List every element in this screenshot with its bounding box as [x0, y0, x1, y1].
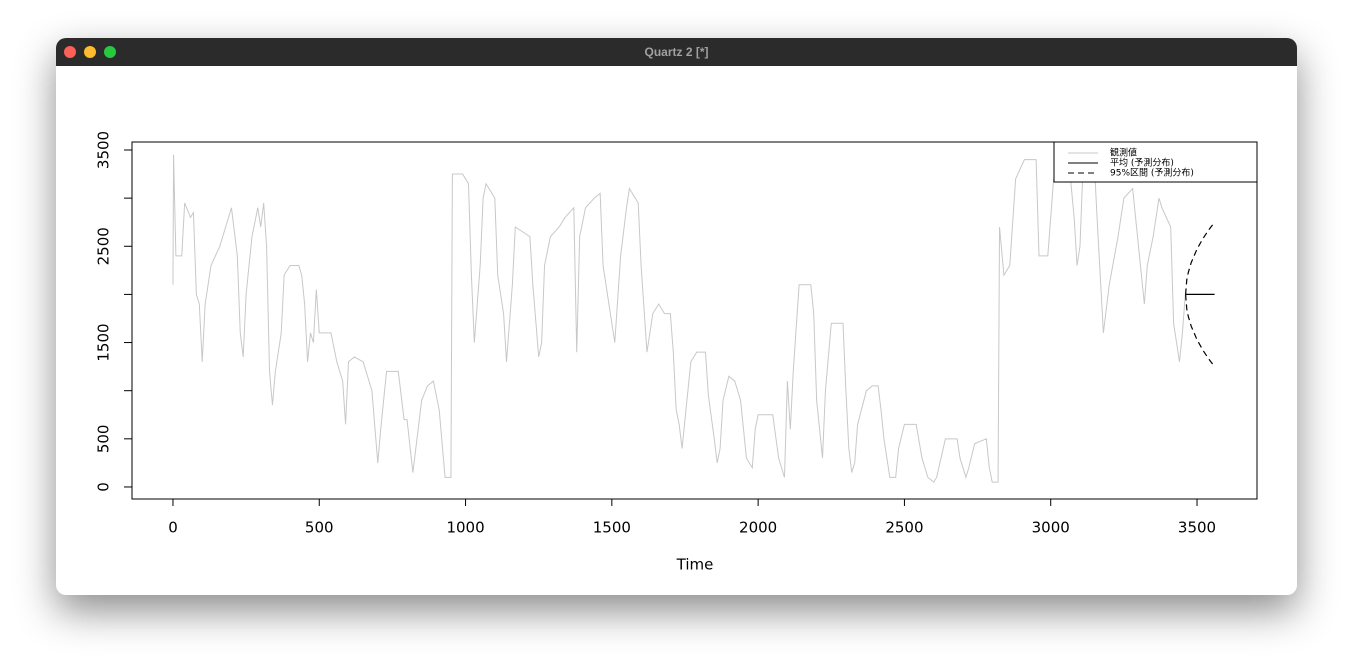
x-tick-label: 1000	[446, 519, 484, 537]
x-tick-label: 2500	[885, 519, 923, 537]
x-tick-label: 3500	[1178, 519, 1216, 537]
y-tick-label: 0	[95, 482, 113, 492]
zoom-button[interactable]	[104, 46, 116, 58]
legend-box	[1053, 141, 1258, 183]
window-title: Quartz 2 [*]	[644, 45, 709, 59]
plot-frame	[131, 141, 1258, 500]
series-line	[1185, 294, 1216, 367]
x-tick-label: 2000	[739, 519, 777, 537]
series-line	[172, 154, 1186, 483]
x-axis-label: Time	[676, 556, 714, 574]
y-tick-label: 2500	[95, 227, 113, 265]
legend-label: 95%区間 (予測分布)	[1110, 167, 1194, 179]
y-tick-label: 1500	[95, 323, 113, 361]
x-tick-label: 1500	[593, 519, 631, 537]
x-tick-label: 3000	[1032, 519, 1070, 537]
x-tick-label: 0	[168, 519, 178, 537]
legend-label: 平均 (予測分布)	[1110, 157, 1174, 169]
window: Quartz 2 [*]	[56, 38, 1297, 595]
close-button[interactable]	[64, 46, 76, 58]
x-tick-label: 500	[305, 519, 334, 537]
y-tick-label: 500	[95, 425, 113, 454]
legend-label: 観測値	[1110, 147, 1137, 159]
minimize-button[interactable]	[84, 46, 96, 58]
series-line	[1185, 221, 1216, 295]
y-tick-label: 3500	[95, 131, 113, 169]
title-bar: Quartz 2 [*]	[56, 38, 1297, 66]
